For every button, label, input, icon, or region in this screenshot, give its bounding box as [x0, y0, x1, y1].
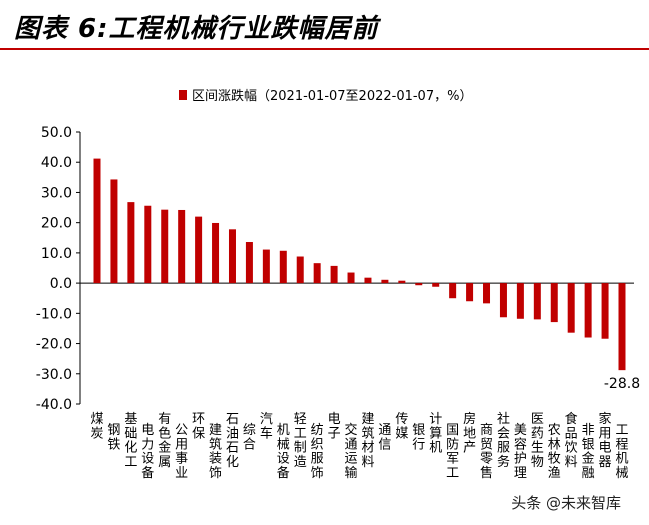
y-tick-label: 40.0	[41, 155, 72, 171]
x-tick-label-纺织服饰: 纺织服饰	[311, 423, 324, 481]
y-tick-label: 30.0	[41, 185, 72, 201]
x-tick-label-社会服务: 社会服务	[497, 411, 510, 470]
x-tick-label-公用事业: 公用事业	[175, 423, 188, 481]
y-tick-label: -30.0	[36, 367, 72, 383]
x-tick-label-钢铁: 钢铁	[107, 423, 120, 452]
bar-公用事业	[178, 209, 186, 284]
legend-label: 区间涨跌幅（2021-01-07至2022-01-07，%）	[192, 88, 472, 104]
bar-环保	[195, 216, 203, 284]
bar-农林牧渔	[550, 283, 558, 323]
bar-房地产	[466, 283, 474, 302]
x-tick-label-建筑材料: 建筑材料	[361, 412, 374, 470]
bar-电子	[330, 265, 338, 284]
data-label-工程机械: -28.8	[604, 376, 640, 392]
x-tick-label-工程机械: 工程机械	[615, 423, 628, 481]
bar-家用电器	[601, 283, 609, 339]
x-tick-label-石油石化: 石油石化	[226, 412, 239, 470]
x-tick-label-通信: 通信	[378, 423, 391, 452]
bar-石油石化	[228, 229, 236, 284]
bar-汽车	[262, 249, 270, 284]
bar-银行	[415, 283, 423, 286]
y-tick-label: -20.0	[36, 337, 72, 353]
x-tick-label-美容护理: 美容护理	[514, 423, 527, 481]
bar-社会服务	[499, 283, 507, 318]
bar-轻工制造	[296, 256, 304, 284]
legend-swatch	[179, 90, 187, 100]
bar-纺织服饰	[313, 263, 321, 284]
x-tick-label-国防军工: 国防军工	[446, 423, 459, 481]
bar-商贸零售	[483, 283, 491, 304]
y-tick-label: 0.0	[50, 276, 72, 292]
x-tick-label-计算机: 计算机	[429, 412, 442, 455]
x-tick-label-轻工制造: 轻工制造	[294, 412, 307, 470]
bar-非银金融	[584, 283, 592, 338]
x-tick-label-电子: 电子	[328, 412, 341, 441]
bar-交通运输	[347, 272, 355, 284]
x-tick-label-汽车: 汽车	[260, 412, 273, 441]
bar-通信	[381, 279, 389, 284]
bar-计算机	[432, 283, 440, 287]
bar-美容护理	[516, 283, 524, 319]
x-tick-label-房地产: 房地产	[463, 411, 476, 455]
title-underline	[0, 48, 649, 50]
x-tick-label-煤炭: 煤炭	[90, 412, 103, 441]
x-tick-label-商贸零售: 商贸零售	[480, 423, 493, 481]
x-tick-label-有色金属: 有色金属	[158, 412, 171, 470]
bar-机械设备	[279, 250, 287, 284]
y-tick-label: 20.0	[41, 216, 72, 232]
bar-钢铁	[110, 179, 118, 284]
bar-综合	[245, 242, 253, 284]
y-tick-label: -40.0	[36, 397, 72, 413]
bar-煤炭	[93, 158, 101, 284]
bar-基础化工	[127, 202, 135, 284]
x-tick-label-医药生物: 医药生物	[531, 412, 544, 470]
bar-医药生物	[533, 283, 541, 320]
bar-建筑材料	[364, 277, 372, 284]
x-tick-label-银行: 银行	[412, 423, 425, 452]
y-tick-label: -10.0	[36, 306, 72, 322]
x-tick-label-综合: 综合	[243, 423, 256, 452]
x-tick-label-环保: 环保	[192, 412, 205, 441]
watermark-text: 头条 @未来智库	[511, 494, 621, 512]
y-tick-label: 50.0	[41, 125, 72, 141]
bar-有色金属	[161, 209, 169, 284]
bar-传媒	[398, 280, 406, 284]
figure-title: 图表 6:工程机械行业跌幅居前	[14, 14, 379, 44]
x-tick-label-农林牧渔: 农林牧渔	[548, 423, 561, 481]
x-tick-label-基础化工: 基础化工	[124, 412, 137, 470]
bar-电力设备	[144, 205, 152, 284]
x-tick-label-食品饮料: 食品饮料	[565, 411, 578, 470]
x-tick-label-传媒: 传媒	[395, 412, 408, 441]
bar-工程机械	[618, 283, 626, 371]
bar-国防军工	[449, 283, 457, 299]
x-tick-label-交通运输: 交通运输	[345, 422, 358, 481]
y-tick-label: 10.0	[41, 246, 72, 262]
x-tick-label-非银金融: 非银金融	[582, 423, 595, 481]
bar-建筑装饰	[212, 222, 220, 284]
x-tick-label-建筑装饰: 建筑装饰	[209, 423, 222, 481]
bar-食品饮料	[567, 283, 575, 333]
x-tick-label-电力设备: 电力设备	[141, 423, 154, 481]
x-tick-label-家用电器: 家用电器	[599, 411, 612, 470]
x-tick-label-机械设备: 机械设备	[277, 423, 290, 481]
